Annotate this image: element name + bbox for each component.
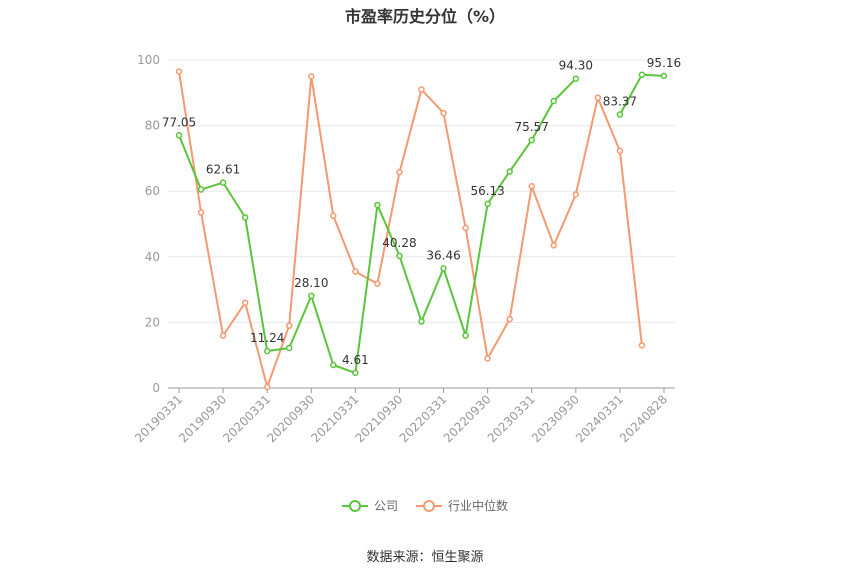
data-label: 36.46 [426, 248, 460, 262]
data-point-company[interactable] [197, 186, 205, 193]
data-point-company[interactable] [572, 75, 580, 82]
data-point-industry[interactable] [484, 355, 491, 362]
data-point-company[interactable] [263, 347, 271, 355]
data-point-industry[interactable] [308, 73, 315, 80]
data-point-industry[interactable] [374, 280, 381, 287]
chart-title: 市盈率历史分位（%） [344, 7, 506, 26]
data-label: 77.05 [162, 115, 196, 129]
data-point-company[interactable] [396, 252, 403, 260]
data-label: 11.24 [250, 331, 284, 345]
data-label: 75.57 [515, 120, 549, 134]
series-line-industry [178, 71, 643, 388]
data-label: 4.61 [342, 353, 369, 367]
y-tick-label: 0 [152, 381, 160, 395]
data-point-industry[interactable] [396, 168, 403, 176]
legend-label-company: 公司 [373, 499, 398, 513]
data-point-company[interactable] [175, 132, 183, 139]
data-point-company[interactable] [616, 111, 624, 118]
data-point-industry[interactable] [219, 332, 227, 339]
data-point-industry[interactable] [175, 68, 183, 75]
data-point-company[interactable] [660, 72, 668, 80]
data-point-industry[interactable] [263, 383, 271, 391]
y-tick-label: 20 [145, 315, 160, 329]
legend-label-industry: 行业中位数 [448, 499, 509, 513]
data-point-company[interactable] [550, 97, 558, 105]
data-point-industry[interactable] [462, 224, 469, 232]
data-point-company[interactable] [241, 214, 249, 221]
data-point-industry[interactable] [638, 342, 646, 349]
y-tick-label: 60 [145, 184, 160, 198]
data-point-industry[interactable] [285, 322, 293, 329]
data-point-industry[interactable] [550, 242, 558, 249]
legend-item-industry[interactable]: 行业中位数 [416, 497, 508, 514]
data-point-industry[interactable] [352, 268, 359, 275]
legend-item-company[interactable]: 公司 [341, 497, 398, 514]
data-point-industry[interactable] [616, 147, 624, 155]
data-label: 95.16 [647, 56, 681, 70]
data-point-company[interactable] [330, 361, 337, 369]
legend-marker-industry [416, 499, 442, 512]
data-point-industry[interactable] [506, 315, 513, 323]
data-point-company[interactable] [528, 136, 535, 144]
y-tick-label: 40 [145, 250, 160, 264]
data-point-company[interactable] [285, 344, 293, 352]
data-point-company[interactable] [418, 318, 425, 325]
data-point-industry[interactable] [418, 86, 425, 93]
data-point-industry[interactable] [241, 299, 249, 306]
data-point-company[interactable] [219, 179, 227, 186]
data-label: 56.13 [470, 184, 504, 198]
data-point-industry[interactable] [572, 191, 580, 198]
data-point-company[interactable] [374, 201, 381, 209]
data-point-industry[interactable] [528, 183, 535, 190]
data-label: 62.61 [206, 163, 240, 177]
data-point-company[interactable] [440, 265, 447, 272]
data-point-industry[interactable] [594, 94, 602, 101]
data-source: 数据来源：恒生聚源 [366, 550, 484, 565]
data-point-company[interactable] [308, 292, 315, 300]
data-point-industry[interactable] [197, 209, 205, 216]
data-label: 40.28 [382, 236, 416, 250]
data-point-company[interactable] [638, 71, 646, 79]
data-label: 83.37 [603, 95, 637, 109]
data-point-industry[interactable] [330, 212, 337, 220]
data-point-industry[interactable] [440, 109, 447, 117]
data-point-company[interactable] [484, 200, 491, 208]
data-point-company[interactable] [462, 332, 469, 339]
legend-marker-company [341, 499, 368, 512]
data-point-company[interactable] [506, 168, 513, 175]
legend: 公司 行业中位数 [0, 497, 850, 514]
y-tick-label: 100 [137, 53, 160, 67]
y-tick-label: 80 [145, 119, 160, 133]
data-label: 94.30 [559, 59, 593, 73]
data-label: 28.10 [294, 276, 328, 290]
x-tick-label: 20240828 [617, 392, 670, 445]
data-point-company[interactable] [352, 369, 359, 377]
